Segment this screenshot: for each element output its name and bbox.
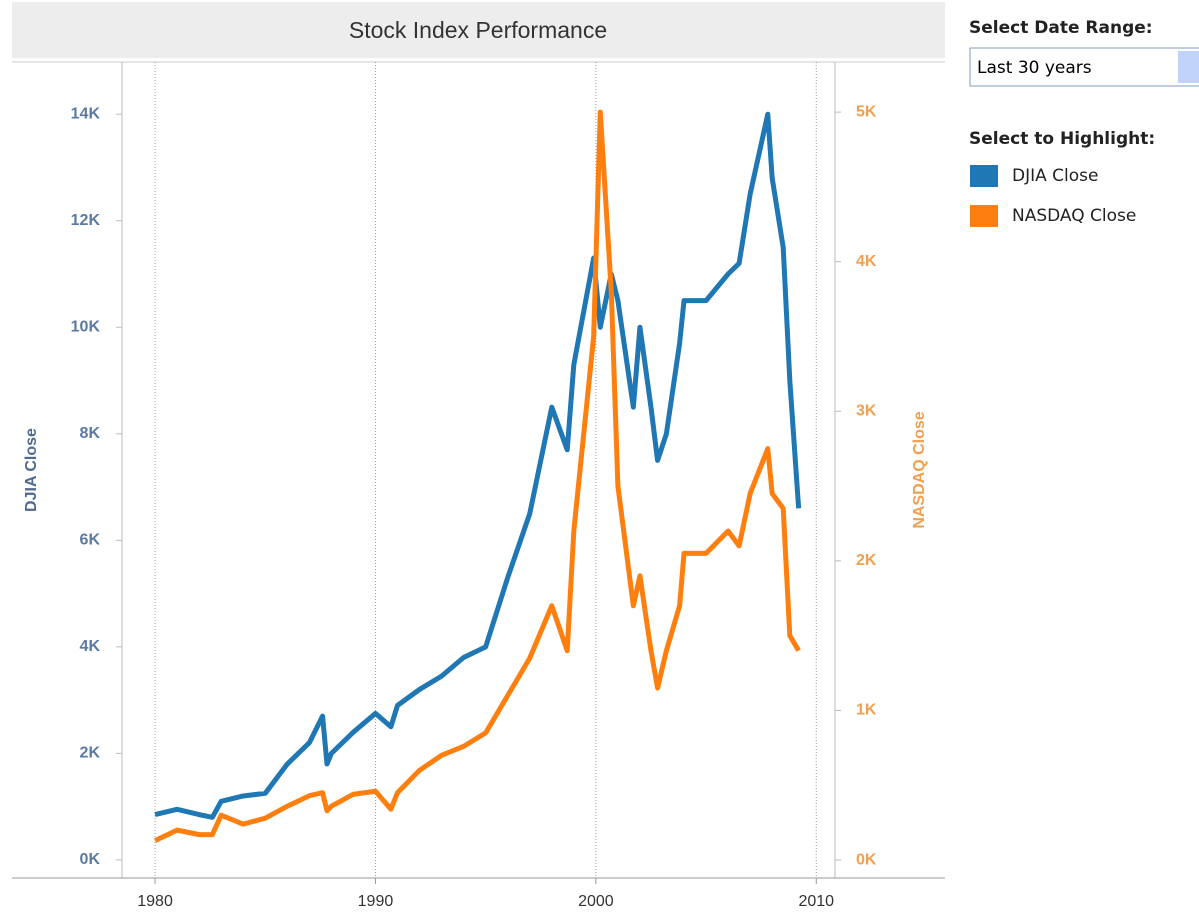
x-tick-label: 1980 (137, 893, 173, 910)
y-tick-label: 8K (80, 425, 101, 442)
legend-label[interactable]: NASDAQ Close (1012, 206, 1136, 226)
dropdown-button[interactable] (1178, 51, 1199, 83)
chart-title: Stock Index Performance (349, 17, 607, 43)
series-line (153, 109, 801, 843)
highlight-label: Select to Highlight: (969, 129, 1155, 149)
y2-tick-label: 5K (856, 103, 877, 120)
dropdown-box[interactable] (969, 47, 1199, 87)
y2-tick-label: 0K (856, 851, 877, 868)
legend-swatch[interactable] (970, 205, 998, 227)
series-line (154, 111, 802, 820)
y-axis-title: DJIA Close (23, 428, 40, 512)
y2-tick-label: 4K (856, 253, 877, 270)
legend-label[interactable]: DJIA Close (1012, 166, 1098, 186)
y2-axis-title: NASDAQ Close (911, 411, 928, 528)
y-tick-label: 4K (80, 638, 101, 655)
y-tick-label: 10K (71, 318, 101, 335)
date-range-label: Select Date Range: (969, 18, 1153, 38)
x-tick-label: 2010 (798, 893, 834, 910)
title-bar (12, 2, 945, 58)
x-tick-label: 2000 (578, 893, 614, 910)
date-range-dropdown[interactable]: Last 30 years (969, 47, 1199, 87)
y-tick-label: 2K (80, 745, 101, 762)
y-tick-label: 14K (71, 105, 101, 122)
dropdown-value[interactable]: Last 30 years (977, 58, 1092, 78)
y-tick-label: 12K (71, 212, 101, 229)
x-tick-label: 1990 (358, 893, 394, 910)
y-tick-label: 6K (80, 532, 101, 549)
y-tick-label: 0K (80, 851, 101, 868)
y2-tick-label: 1K (856, 702, 877, 719)
y2-tick-label: 3K (856, 403, 877, 420)
legend-swatch[interactable] (970, 165, 998, 187)
y2-tick-label: 2K (856, 552, 877, 569)
